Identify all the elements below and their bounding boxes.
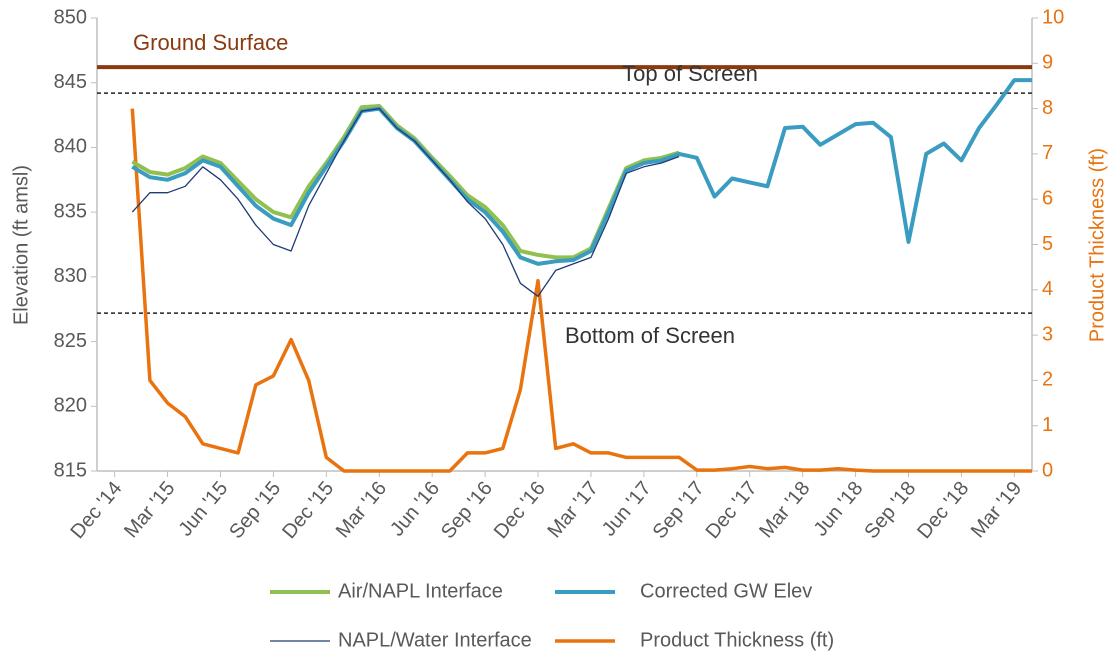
x-tick-label: Dec '16 <box>490 477 550 543</box>
reference-label: Bottom of Screen <box>565 323 735 348</box>
y2-tick-label: 10 <box>1042 6 1064 28</box>
x-tick-label: Dec '18 <box>913 477 973 543</box>
y-tick-label: 835 <box>54 200 87 222</box>
x-tick-label: Sep '18 <box>860 477 920 543</box>
x-tick-label: Dec '17 <box>702 477 762 543</box>
x-tick-label: Jun '17 <box>598 477 656 540</box>
y2-tick-label: 1 <box>1042 414 1053 436</box>
x-tick-label: Jun '16 <box>386 477 444 540</box>
y-tick-label: 845 <box>54 71 87 93</box>
x-tick-label: Sep '17 <box>649 477 709 543</box>
x-tick-label: Mar '16 <box>332 477 391 542</box>
y2-tick-label: 7 <box>1042 142 1053 164</box>
x-tick-label: Sep '16 <box>437 477 497 543</box>
x-tick-label: Sep '15 <box>225 477 285 543</box>
x-tick-label: Mar '18 <box>755 477 814 542</box>
legend-label: Air/NAPL Interface <box>338 580 503 602</box>
y-tick-label: 825 <box>54 330 87 352</box>
y-tick-label: 820 <box>54 395 87 417</box>
series-line <box>131 107 680 297</box>
y2-tick-label: 3 <box>1042 323 1053 345</box>
x-tick-label: Dec '15 <box>278 477 338 543</box>
x-tick-label: Jun '15 <box>174 477 232 540</box>
series-line <box>131 104 680 260</box>
x-tick-label: Mar '19 <box>967 477 1026 542</box>
y-tick-label: 850 <box>54 6 87 28</box>
reference-label: Top of Screen <box>622 61 758 86</box>
y2-tick-label: 2 <box>1042 369 1053 391</box>
legend-label: Corrected GW Elev <box>640 580 812 602</box>
y-tick-label: 830 <box>54 265 87 287</box>
y-axis-label: Elevation (ft amsl) <box>10 165 32 325</box>
x-tick-label: Mar '17 <box>544 477 603 542</box>
y2-tick-label: 9 <box>1042 52 1053 74</box>
y2-tick-label: 4 <box>1042 278 1053 300</box>
series-line <box>131 78 1032 266</box>
y2-tick-label: 0 <box>1042 459 1053 481</box>
y-tick-label: 840 <box>54 136 87 158</box>
x-tick-label: Jun '18 <box>810 477 868 540</box>
y2-tick-label: 5 <box>1042 233 1053 255</box>
series-line <box>130 108 1032 473</box>
legend-label: Product Thickness (ft) <box>640 629 834 651</box>
legend-label: NAPL/Water Interface <box>338 629 532 651</box>
y2-tick-label: 6 <box>1042 187 1053 209</box>
y2-tick-label: 8 <box>1042 97 1053 119</box>
y2-axis-label: Product Thickness (ft) <box>1086 148 1108 342</box>
reference-label: Ground Surface <box>133 30 288 55</box>
x-tick-label: Mar '15 <box>120 477 179 542</box>
y-tick-label: 815 <box>54 459 87 481</box>
x-tick-label: Dec '14 <box>66 477 126 543</box>
